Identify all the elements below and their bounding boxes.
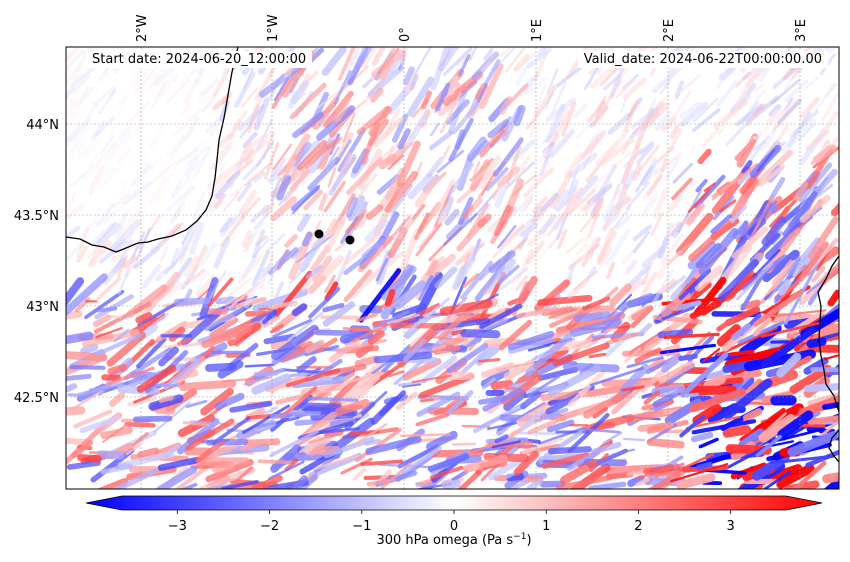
colorbar-tick-label: 3 <box>727 519 735 534</box>
colorbar-label: 300 hPa omega (Pa s−1) <box>376 532 531 548</box>
colorbar-tick-label: 1 <box>542 519 550 534</box>
coastline-bay-of-biscay <box>66 47 239 253</box>
omega-field <box>66 47 839 489</box>
lat-tick-label: 42.5°N <box>14 391 59 406</box>
valid-date-label: Valid_date: 2024-06-22T00:00:00.00 <box>577 51 828 68</box>
lon-tick-label: 1°W <box>266 14 281 42</box>
colorbar-tick-label: 0 <box>450 519 458 534</box>
lat-tick-label: 43°N <box>26 300 59 315</box>
lon-tick-label: 3°E <box>794 19 809 42</box>
start-date-label: Start date: 2024-06-20_12:00:00 <box>86 51 313 68</box>
lon-tick-label: 2°E <box>662 19 677 42</box>
coastline-cap <box>828 429 839 463</box>
colorbar-bar <box>85 495 823 511</box>
longitude-tick-labels: 2°W 1°W 0° 1°E 2°E 3°E <box>135 14 809 42</box>
map-frame <box>65 46 840 490</box>
colorbar-tick-label: −2 <box>260 519 279 534</box>
lon-tick-label: 2°W <box>135 14 150 42</box>
colorbar-tick-label: −3 <box>168 519 187 534</box>
lon-tick-label: 1°E <box>530 19 545 42</box>
lon-tick-label: 0° <box>398 27 413 42</box>
colorbar-ticks: −3 −2 −1 0 1 2 3 <box>168 510 735 534</box>
latitude-tick-labels: 44°N 43.5°N 43°N 42.5°N <box>14 118 59 406</box>
colorbar-tick-label: 2 <box>634 519 642 534</box>
point-2-marker <box>345 235 355 245</box>
point-markers <box>314 229 355 245</box>
point-1-marker <box>314 229 324 239</box>
map-gridlines <box>66 47 839 489</box>
colorbar: −3 −2 −1 0 1 2 3 300 hPa omega (Pa s−1) <box>85 495 823 548</box>
coastline-mediterranean <box>817 255 839 413</box>
omega-streaks <box>66 47 839 489</box>
lat-tick-label: 44°N <box>26 118 59 133</box>
lat-tick-label: 43.5°N <box>14 209 59 224</box>
colorbar-tick-label: −1 <box>352 519 371 534</box>
coastline <box>66 47 839 463</box>
